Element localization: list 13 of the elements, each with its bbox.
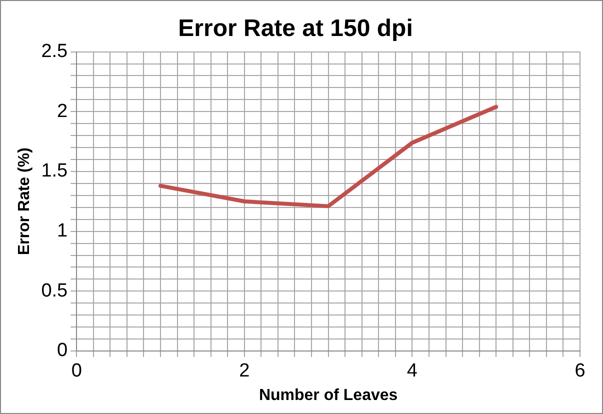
y-tick-label: 0.5 — [41, 280, 68, 302]
y-tick-label: 1.5 — [41, 160, 68, 182]
x-axis-title: Number of Leaves — [258, 386, 398, 404]
y-tick-label: 0 — [57, 340, 68, 362]
chart-title: Error Rate at 150 dpi — [178, 15, 413, 42]
x-tick-label: 4 — [406, 360, 418, 382]
x-tick-label: 0 — [71, 360, 82, 382]
x-tick-label: 2 — [239, 360, 250, 382]
y-tick-label: 2 — [57, 100, 68, 122]
y-axis-title: Error Rate (%) — [16, 148, 34, 256]
x-tick-label: 6 — [574, 360, 586, 382]
y-tick-label: 2.5 — [41, 41, 68, 62]
y-tick-label: 1 — [57, 220, 68, 242]
